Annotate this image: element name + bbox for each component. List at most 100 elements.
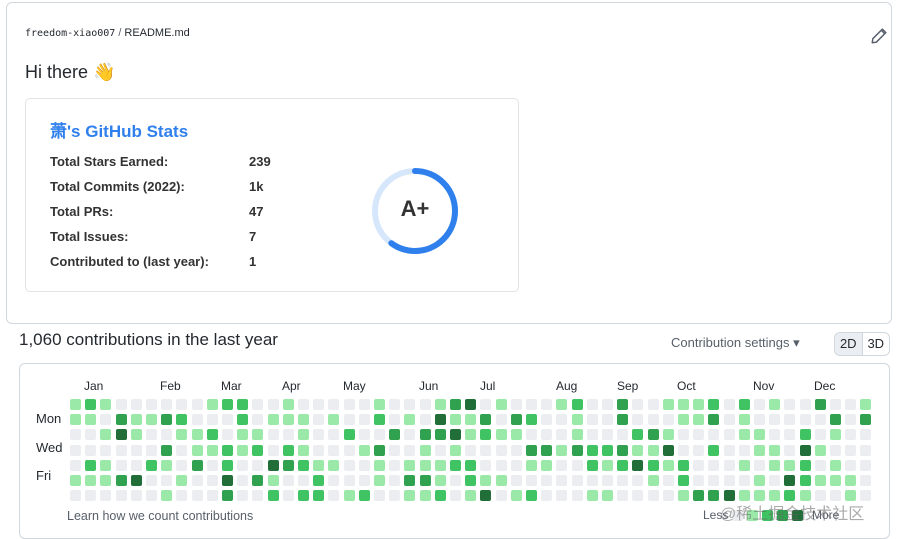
contribution-cell[interactable] (526, 414, 537, 426)
contribution-cell[interactable] (586, 475, 598, 486)
contribution-cell[interactable] (754, 444, 765, 456)
contribution-cell[interactable] (146, 429, 157, 441)
contribution-cell[interactable] (176, 399, 188, 410)
contribution-cell[interactable] (738, 490, 750, 502)
contribution-cell[interactable] (282, 475, 294, 486)
contribution-cell[interactable] (191, 444, 203, 456)
contribution-cell[interactable] (541, 475, 553, 486)
contribution-cell[interactable] (85, 429, 97, 441)
contribution-cell[interactable] (130, 490, 142, 502)
contribution-cell[interactable] (678, 399, 689, 410)
contribution-cell[interactable] (708, 490, 720, 502)
contribution-cell[interactable] (738, 414, 750, 426)
contribution-cell[interactable] (70, 475, 81, 486)
contribution-cell[interactable] (450, 475, 461, 486)
contribution-cell[interactable] (495, 475, 507, 486)
contribution-cell[interactable] (769, 444, 781, 456)
contribution-cell[interactable] (176, 490, 188, 502)
contribution-cell[interactable] (374, 399, 385, 410)
contribution-cell[interactable] (404, 475, 416, 486)
contribution-cell[interactable] (571, 444, 583, 456)
contribution-cell[interactable] (298, 475, 309, 486)
contribution-cell[interactable] (434, 459, 446, 471)
contribution-cell[interactable] (161, 399, 173, 410)
contribution-cell[interactable] (146, 444, 157, 456)
contribution-cell[interactable] (495, 490, 507, 502)
contribution-cell[interactable] (313, 414, 325, 426)
contribution-cell[interactable] (480, 490, 492, 502)
contribution-cell[interactable] (450, 444, 461, 456)
contribution-cell[interactable] (176, 414, 188, 426)
contribution-cell[interactable] (556, 414, 568, 426)
contribution-cell[interactable] (374, 429, 385, 441)
contribution-cell[interactable] (617, 459, 629, 471)
contribution-cell[interactable] (495, 429, 507, 441)
contribution-cell[interactable] (146, 475, 157, 486)
contribution-cell[interactable] (374, 444, 385, 456)
contribution-cell[interactable] (830, 490, 841, 502)
contribution-cell[interactable] (495, 399, 507, 410)
contribution-cell[interactable] (602, 444, 613, 456)
contribution-cell[interactable] (343, 414, 355, 426)
contribution-cell[interactable] (85, 475, 97, 486)
contribution-cell[interactable] (814, 399, 826, 410)
contribution-cell[interactable] (100, 444, 112, 456)
contribution-cell[interactable] (282, 414, 294, 426)
contribution-cell[interactable] (450, 414, 461, 426)
contribution-cell[interactable] (708, 444, 720, 456)
contribution-cell[interactable] (602, 429, 613, 441)
contribution-cell[interactable] (176, 444, 188, 456)
contribution-cell[interactable] (860, 459, 872, 471)
contribution-cell[interactable] (617, 414, 629, 426)
contribution-cell[interactable] (541, 429, 553, 441)
contribution-cell[interactable] (556, 475, 568, 486)
contribution-cell[interactable] (754, 459, 765, 471)
contribution-cell[interactable] (602, 399, 613, 410)
contribution-cell[interactable] (632, 459, 644, 471)
contribution-cell[interactable] (526, 429, 537, 441)
contribution-cell[interactable] (343, 444, 355, 456)
contribution-cell[interactable] (586, 490, 598, 502)
contribution-cell[interactable] (358, 444, 370, 456)
contribution-cell[interactable] (586, 399, 598, 410)
contribution-cell[interactable] (115, 414, 127, 426)
contribution-cell[interactable] (784, 429, 796, 441)
contribution-cell[interactable] (70, 414, 81, 426)
contribution-cell[interactable] (845, 490, 857, 502)
contribution-cell[interactable] (678, 475, 689, 486)
contribution-cell[interactable] (100, 459, 112, 471)
contribution-cell[interactable] (450, 429, 461, 441)
contribution-cell[interactable] (434, 399, 446, 410)
contribution-cell[interactable] (313, 475, 325, 486)
contribution-cell[interactable] (784, 490, 796, 502)
contribution-cell[interactable] (617, 475, 629, 486)
contribution-cell[interactable] (389, 490, 401, 502)
contribution-cell[interactable] (465, 429, 477, 441)
contribution-cell[interactable] (85, 444, 97, 456)
contribution-cell[interactable] (662, 490, 674, 502)
contribution-cell[interactable] (85, 414, 97, 426)
contribution-cell[interactable] (693, 414, 705, 426)
contribution-cell[interactable] (206, 399, 218, 410)
contribution-cell[interactable] (434, 444, 446, 456)
contribution-cell[interactable] (495, 414, 507, 426)
contribution-cell[interactable] (693, 475, 705, 486)
contribution-cell[interactable] (343, 399, 355, 410)
contribution-cell[interactable] (267, 444, 279, 456)
contribution-cell[interactable] (419, 459, 431, 471)
contribution-cell[interactable] (632, 444, 644, 456)
contribution-cell[interactable] (328, 429, 340, 441)
contribution-cell[interactable] (85, 459, 97, 471)
contribution-cell[interactable] (814, 444, 826, 456)
contribution-cell[interactable] (298, 414, 309, 426)
contribution-cell[interactable] (222, 475, 233, 486)
contribution-cell[interactable] (480, 444, 492, 456)
contribution-cell[interactable] (814, 459, 826, 471)
contribution-cell[interactable] (374, 414, 385, 426)
contribution-cell[interactable] (252, 414, 264, 426)
contribution-cell[interactable] (176, 429, 188, 441)
contribution-cell[interactable] (860, 399, 872, 410)
contribution-cell[interactable] (70, 490, 81, 502)
contribution-cell[interactable] (784, 475, 796, 486)
contribution-cell[interactable] (222, 444, 233, 456)
